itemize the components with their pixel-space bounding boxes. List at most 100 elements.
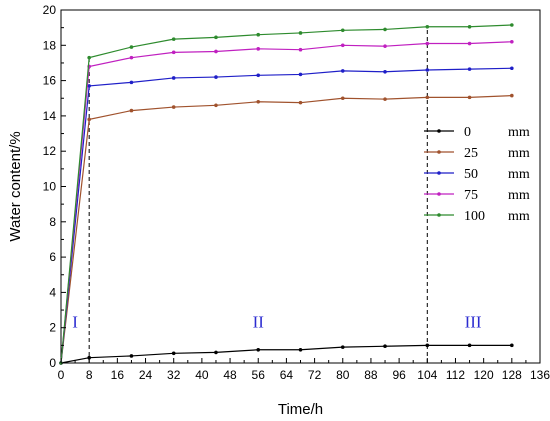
y-tick-label: 18 xyxy=(43,38,57,52)
data-point-75-mm xyxy=(256,47,261,51)
x-tick-label: 32 xyxy=(167,368,181,382)
y-tick-label: 12 xyxy=(43,144,57,158)
y-tick-label: 20 xyxy=(43,3,57,17)
data-point-25-mm xyxy=(87,117,91,122)
stage-label: III xyxy=(465,313,482,332)
legend-unit-0-mm: mm xyxy=(508,125,530,140)
data-point-25-mm xyxy=(383,97,387,101)
x-tick-label: 0 xyxy=(58,368,65,382)
data-point-50-mm xyxy=(214,75,218,79)
x-tick-label: 8 xyxy=(86,368,93,382)
data-point-100-mm xyxy=(510,23,514,27)
x-tick-label: 120 xyxy=(474,368,494,382)
data-point-100-mm xyxy=(340,28,345,33)
data-point-75-mm xyxy=(214,49,218,54)
data-point-100-mm xyxy=(256,32,261,37)
y-tick-label: 0 xyxy=(49,356,56,370)
data-point-50-mm xyxy=(171,76,176,80)
data-point-75-mm xyxy=(298,47,303,52)
series-line-100-mm xyxy=(60,24,512,364)
stage-labels: I II III xyxy=(72,313,482,332)
x-tick-label: 48 xyxy=(223,368,237,382)
legend-value-75-mm: 75 xyxy=(464,188,478,203)
y-tick-label: 6 xyxy=(49,250,56,264)
data-point-50-mm xyxy=(510,66,514,71)
data-point-75-mm xyxy=(340,43,345,48)
x-tick-label: 24 xyxy=(139,368,153,382)
data-point-100-mm xyxy=(298,31,303,35)
data-point-75-mm xyxy=(510,39,514,44)
data-point-100-mm xyxy=(87,55,91,60)
x-tick-label: 96 xyxy=(392,368,406,382)
x-tick-label: 72 xyxy=(308,368,322,382)
data-point-50-mm xyxy=(340,69,345,73)
data-point-75-mm xyxy=(129,55,134,60)
y-tick-label: 8 xyxy=(49,215,56,229)
plot-border xyxy=(60,9,541,364)
data-point-25-mm xyxy=(425,95,430,100)
legend-value-25-mm: 25 xyxy=(464,146,478,161)
series-line-0-mm xyxy=(60,344,512,364)
data-point-0-mm xyxy=(129,354,134,358)
series-line-25-mm xyxy=(60,95,512,364)
data-point-50-mm xyxy=(425,68,430,72)
data-point-100-mm xyxy=(425,24,430,29)
data-point-50-mm xyxy=(129,80,134,85)
data-point-50-mm xyxy=(467,67,472,71)
stage-label: I xyxy=(72,313,78,332)
data-point-0-mm xyxy=(171,351,176,356)
data-point-0-mm xyxy=(340,345,345,349)
data-point-0-mm xyxy=(467,343,472,348)
data-point-0-mm xyxy=(425,343,430,348)
data-point-0-mm xyxy=(298,347,303,352)
y-tick-label: 4 xyxy=(49,285,56,299)
x-tick-label: 136 xyxy=(530,368,550,382)
y-tick-label: 10 xyxy=(43,180,57,194)
y-axis-title: Water content/% xyxy=(7,131,24,241)
data-point-25-mm xyxy=(340,96,345,101)
data-point-25-mm xyxy=(256,99,261,104)
data-point-100-mm xyxy=(214,35,218,40)
data-point-50-mm xyxy=(256,73,261,78)
data-point-25-mm xyxy=(467,95,472,100)
x-tick-label: 88 xyxy=(364,368,378,382)
x-axis-title: Time/h xyxy=(278,401,323,418)
data-point-0-mm xyxy=(87,355,91,360)
data-point-25-mm xyxy=(510,93,514,98)
data-point-50-mm xyxy=(298,72,303,77)
stage-dividers xyxy=(88,26,428,363)
x-tick-label: 16 xyxy=(111,368,125,382)
legend-marker-0-mm xyxy=(437,129,441,133)
data-point-75-mm xyxy=(383,44,387,48)
y-tick-label: 16 xyxy=(43,74,57,88)
legend-unit-50-mm: mm xyxy=(508,167,530,182)
legend-marker-50-mm xyxy=(437,171,441,175)
data-point-25-mm xyxy=(171,105,176,109)
data-point-25-mm xyxy=(298,100,303,105)
series-line-75-mm xyxy=(60,41,512,364)
legend-value-50-mm: 50 xyxy=(464,167,478,182)
x-tick-label: 112 xyxy=(446,368,465,382)
x-tick-label: 40 xyxy=(195,368,209,382)
legend: 0 mm 25 mm 50 mm 75 mm 100 mm xyxy=(424,125,530,224)
series-line-50-mm xyxy=(60,67,512,364)
data-point-25-mm xyxy=(214,103,218,108)
y-tick-label: 14 xyxy=(43,109,57,123)
y-axis-ticks: 0 2 4 6 8 10 12 14 16 18 20 xyxy=(43,3,66,370)
x-tick-label: 80 xyxy=(336,368,350,382)
legend-marker-75-mm xyxy=(437,192,441,196)
data-point-0-mm xyxy=(383,344,387,349)
series-layer xyxy=(59,23,514,365)
data-point-100-mm xyxy=(383,27,387,32)
data-point-0-mm xyxy=(510,343,514,348)
data-point-25-mm xyxy=(129,108,134,113)
data-point-50-mm xyxy=(87,84,91,88)
data-point-75-mm xyxy=(171,50,176,55)
data-point-100-mm xyxy=(171,37,176,41)
x-tick-label: 128 xyxy=(502,368,522,382)
x-axis-ticks: 0 8 16 24 32 40 48 56 64 72 80 88 96 104 112 120 128 136 xyxy=(58,358,550,382)
legend-value-100-mm: 100 xyxy=(464,209,485,224)
plot-frame xyxy=(60,9,541,364)
x-tick-label: 104 xyxy=(417,368,437,382)
